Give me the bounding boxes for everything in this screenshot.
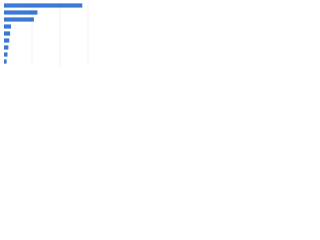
bar [4, 24, 12, 29]
grid [31, 2, 89, 66]
chart [4, 2, 89, 66]
bar [4, 31, 11, 36]
bar [4, 52, 8, 57]
bar [4, 17, 34, 22]
bar [4, 59, 7, 64]
bar [4, 10, 38, 15]
bar [4, 38, 10, 43]
bar [4, 3, 83, 8]
bar [4, 45, 9, 50]
